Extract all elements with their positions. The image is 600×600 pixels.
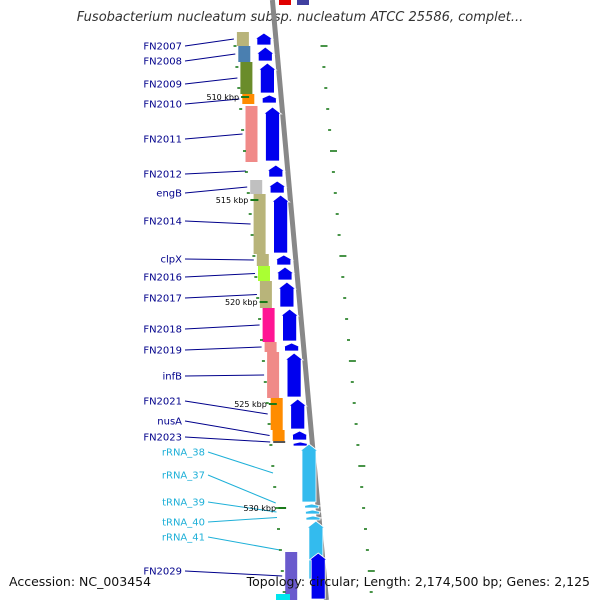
leader-line-fn2009 [184, 77, 238, 85]
gene-label-fn2023[interactable]: FN2023 [143, 433, 182, 444]
leader-line-trna-39 [207, 501, 277, 513]
leader-line-nusa [184, 420, 270, 436]
leader-line-fn2012 [184, 170, 246, 175]
feature-partial-top [297, 0, 309, 5]
gene-label-fn2008[interactable]: FN2008 [143, 57, 182, 68]
leader-line-fn2018 [184, 324, 260, 330]
tick-label: 525 kbp [234, 400, 267, 409]
gene-arrow-rrna-37[interactable] [302, 503, 321, 509]
cog-band-fn2009 [240, 62, 253, 94]
tick-label: 515 kbp [216, 196, 249, 205]
leader-line-trna-40 [207, 517, 278, 523]
gene-arrow-fn2009[interactable] [257, 62, 278, 94]
accession-text: Accession: NC_003454 [9, 574, 152, 589]
tick-label: 530 kbp [243, 504, 276, 513]
cog-band-fn2021 [270, 398, 283, 430]
topology-summary: Topology: circular; Length: 2,174,500 bp… [246, 574, 590, 589]
leader-line-fn2029 [184, 570, 283, 577]
gene-label-clpx[interactable]: clpX [161, 255, 183, 266]
gene-label-fn2021[interactable]: FN2021 [143, 397, 182, 408]
cog-band-fn2019 [264, 342, 277, 352]
gene-label-fn2009[interactable]: FN2009 [143, 80, 182, 91]
gene-arrow-infb[interactable] [283, 352, 305, 398]
cog-band-fn2023 [273, 441, 286, 443]
gene-arrow-clpx[interactable] [273, 254, 295, 266]
leader-line-fn2007 [184, 38, 234, 47]
gene-arrow-fn2017[interactable] [276, 281, 298, 308]
gene-arrow-fn2008[interactable] [255, 46, 276, 62]
gene-label-trna-40[interactable]: tRNA_40 [162, 518, 205, 529]
gene-label-fn2007[interactable]: FN2007 [143, 42, 182, 53]
cog-band-fn2016 [258, 266, 270, 281]
gene-label-fn2018[interactable]: FN2018 [143, 325, 182, 336]
tick-label: 520 kbp [225, 298, 258, 307]
leader-line-rrna-37 [207, 474, 276, 504]
gene-label-rrna-37[interactable]: rRNA_37 [162, 471, 205, 482]
cog-band-nusa [272, 430, 285, 441]
gene-arrow-rrna-38[interactable] [298, 443, 320, 503]
gene-label-fn2019[interactable]: FN2019 [143, 346, 182, 357]
gene-arrow-fn2018[interactable] [279, 308, 300, 342]
cog-band-fn2011 [245, 106, 258, 162]
leader-line-fn2008 [184, 53, 236, 62]
gene-arrow-fn2014[interactable] [270, 194, 291, 254]
gene-label-fn2029[interactable]: FN2029 [143, 567, 182, 578]
gene-label-trna-39[interactable]: tRNA_39 [162, 498, 205, 509]
gene-label-engb[interactable]: engB [156, 189, 182, 200]
gene-arrow-trna-39[interactable] [303, 509, 322, 515]
leader-line-rrna-41 [207, 536, 280, 551]
gene-arrow-nusa[interactable] [290, 430, 309, 441]
gene-arrow-fn2007[interactable] [253, 32, 275, 46]
leader-line-fn2019 [184, 346, 262, 351]
leader-line-clpx [184, 258, 254, 261]
gene-label-nusa[interactable]: nusA [157, 417, 182, 428]
cog-band-fn2029 [285, 552, 298, 600]
cog-band-infb [267, 352, 280, 398]
leader-line-fn2021 [184, 400, 268, 415]
cog-band-fn2010 [242, 94, 255, 104]
gene-label-rrna-41[interactable]: rRNA_41 [162, 533, 205, 544]
leader-line-fn2017 [184, 294, 257, 299]
gene-arrow-fn2012[interactable] [265, 164, 287, 178]
gene-arrow-engb[interactable] [266, 180, 288, 194]
leader-line-fn2023 [184, 436, 271, 443]
feature-partial-bottom [276, 594, 290, 600]
gene-arrow-trna-40[interactable] [303, 515, 323, 521]
gene-arrow-fn2019[interactable] [282, 342, 301, 352]
leader-line-fn2016 [184, 273, 256, 278]
genome-title: Fusobacterium nucleatum subsp. nucleatum… [76, 10, 524, 25]
gene-arrow-fn2021[interactable] [287, 398, 308, 430]
gene-label-fn2012[interactable]: FN2012 [143, 170, 182, 181]
gene-label-fn2011[interactable]: FN2011 [143, 135, 182, 146]
cog-band-fn2007 [236, 32, 249, 46]
gene-arrow-fn2029[interactable] [308, 552, 329, 600]
cog-band-fn2018 [262, 308, 275, 342]
gene-label-fn2017[interactable]: FN2017 [143, 294, 182, 305]
cog-band-fn2014 [253, 194, 266, 254]
cog-band-clpx [256, 254, 269, 266]
feature-partial-top [279, 0, 291, 5]
leader-line-fn2014 [184, 220, 251, 225]
gene-arrow-fn2011[interactable] [262, 106, 283, 162]
gene-arrow-fn2023[interactable] [291, 441, 310, 447]
leader-line-rrna-38 [207, 451, 274, 474]
gene-arrow-fn2010[interactable] [260, 94, 279, 104]
leader-line-infb [184, 374, 265, 377]
cog-band-fn2008 [238, 46, 251, 62]
leader-line-fn2010 [184, 98, 240, 105]
leader-line-fn2011 [184, 133, 243, 140]
tick-label: 510 kbp [206, 93, 239, 102]
gene-label-fn2016[interactable]: FN2016 [143, 273, 182, 284]
gene-label-rrna-38[interactable]: rRNA_38 [162, 448, 205, 459]
cog-band-engb [250, 180, 263, 194]
gene-arrow-fn2016[interactable] [274, 266, 296, 281]
gene-label-fn2010[interactable]: FN2010 [143, 100, 182, 111]
backbone-ring [269, 0, 329, 600]
leader-line-engb [184, 186, 248, 194]
gene-label-fn2014[interactable]: FN2014 [143, 217, 182, 228]
cog-band-fn2017 [259, 281, 272, 308]
gene-label-infb[interactable]: infB [163, 372, 183, 383]
